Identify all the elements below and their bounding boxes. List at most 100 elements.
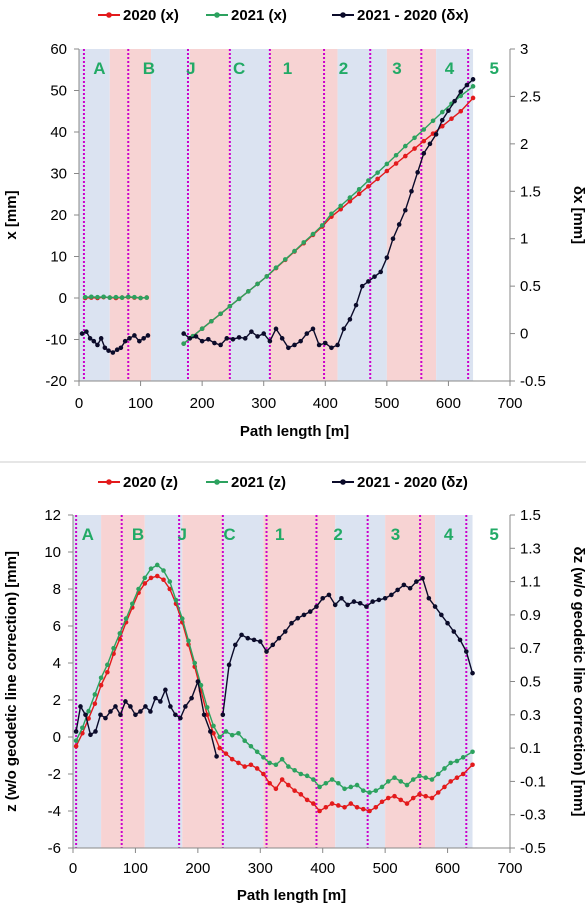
data-point (298, 792, 304, 797)
data-point (442, 766, 447, 771)
data-point (181, 331, 186, 336)
data-point (470, 749, 475, 755)
data-point (354, 782, 360, 788)
data-point (319, 223, 325, 228)
y2-tick-label: 0.7 (520, 640, 541, 657)
data-point (310, 231, 316, 237)
data-point (148, 709, 153, 714)
data-point (103, 715, 108, 721)
data-point (251, 637, 257, 643)
data-point (73, 729, 79, 734)
data-point (304, 773, 310, 779)
data-point (292, 788, 297, 793)
data-point (429, 795, 435, 801)
data-point (91, 338, 97, 344)
data-point (404, 801, 410, 806)
data-point (295, 615, 301, 621)
legend-item-label: 2021 (x) (231, 7, 287, 24)
data-point (227, 304, 233, 309)
data-point (195, 679, 201, 684)
y2-tick-label: 1 (520, 231, 528, 248)
data-point (236, 296, 242, 302)
legend-item-label: 2021 (z) (231, 474, 286, 491)
data-point (415, 170, 420, 175)
data-point (347, 195, 353, 200)
data-point (89, 294, 94, 300)
x-tick-label: 100 (123, 860, 148, 877)
x-tick-label: 0 (69, 860, 77, 877)
data-point (255, 334, 260, 339)
data-point (356, 191, 362, 197)
segment-band (222, 515, 264, 848)
data-point (279, 756, 285, 762)
data-point (239, 632, 244, 638)
data-point (137, 338, 142, 344)
data-point (403, 153, 408, 159)
data-point (254, 749, 260, 755)
data-point (329, 211, 334, 217)
data-point (342, 786, 347, 792)
data-point (204, 705, 210, 710)
data-point (347, 317, 353, 322)
data-point (282, 257, 288, 262)
y-axis-label: x [mm] (3, 190, 20, 239)
segment-band (385, 515, 436, 848)
segment-band (73, 515, 102, 848)
data-point (102, 345, 108, 351)
data-point (236, 760, 241, 766)
data-point (454, 758, 460, 764)
data-point (414, 579, 419, 584)
y2-tick-label: -0.5 (520, 840, 546, 857)
y-tick-label: 8 (53, 581, 61, 598)
data-point (98, 712, 103, 718)
data-point (138, 295, 143, 301)
data-point (118, 712, 123, 718)
data-point (242, 764, 247, 769)
data-point (261, 755, 266, 760)
data-point (442, 784, 447, 790)
data-point (376, 597, 382, 603)
segment-band (151, 49, 190, 381)
data-point (153, 695, 158, 701)
data-point (128, 704, 133, 709)
data-point (367, 790, 372, 795)
data-point (138, 709, 143, 714)
y2-axis-label: δx [mm] (570, 186, 586, 244)
segment-band (189, 49, 230, 381)
data-point (338, 206, 343, 212)
y2-tick-label: 1.5 (520, 507, 541, 524)
data-point (211, 723, 216, 729)
segment-label: J (186, 59, 195, 78)
data-point (163, 687, 168, 693)
x-tick-label: 200 (190, 395, 215, 412)
y2-tick-label: 0.5 (520, 278, 541, 295)
series-line (75, 575, 473, 812)
data-point (254, 766, 260, 771)
segment-label: C (223, 525, 235, 544)
data-point (212, 340, 217, 346)
data-point (246, 289, 251, 294)
y-axis-label: z (w/o geodetic line correction) [mm] (3, 551, 20, 812)
y-tick-label: 0 (59, 290, 67, 307)
data-point (417, 792, 422, 797)
data-point (404, 782, 410, 788)
data-point (84, 329, 89, 334)
data-point (392, 793, 397, 799)
y2-tick-label: 0.9 (520, 607, 541, 624)
legend-swatch-marker (214, 479, 220, 485)
data-point (167, 579, 173, 584)
x-tick-label: 100 (128, 395, 153, 412)
y2-tick-label: -0.5 (520, 373, 546, 390)
y-tick-label: 2 (53, 692, 61, 709)
data-point (257, 639, 263, 644)
y-tick-label: -4 (48, 803, 61, 820)
data-point (132, 294, 137, 300)
data-point (311, 777, 316, 782)
data-point (366, 178, 371, 183)
data-point (360, 806, 366, 812)
data-point (142, 575, 148, 581)
data-point (304, 331, 310, 336)
y2-tick-label: -0.1 (520, 773, 546, 790)
data-point (154, 562, 160, 568)
y2-tick-label: 1.3 (520, 540, 541, 557)
